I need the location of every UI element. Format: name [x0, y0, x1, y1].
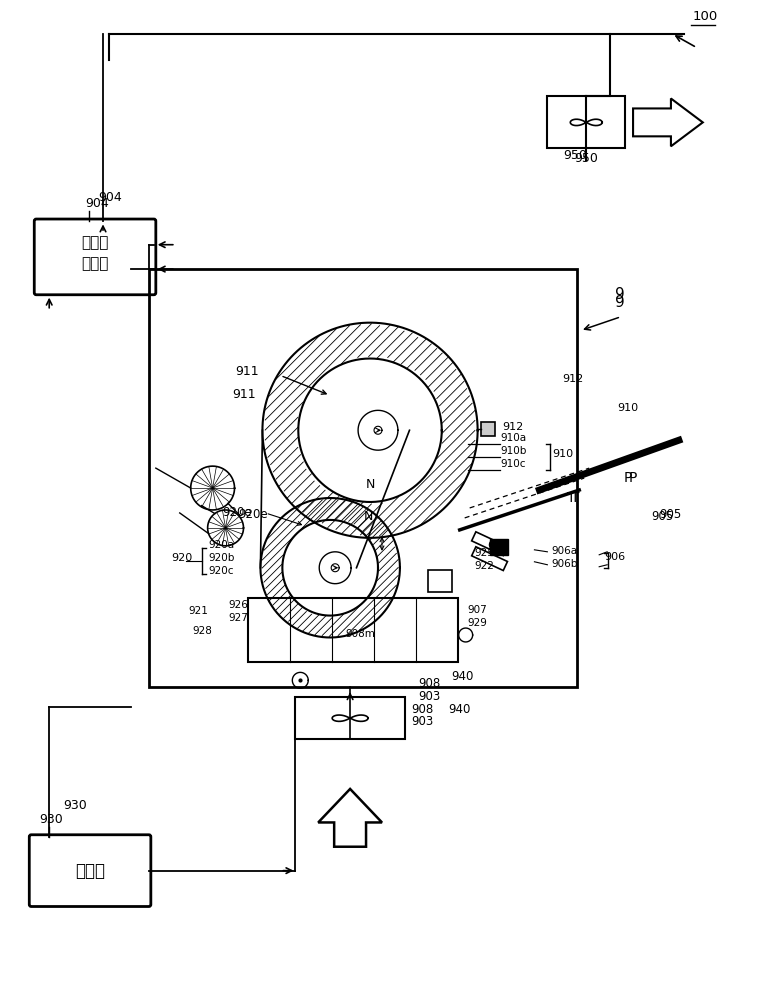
Text: 920c: 920c	[209, 566, 234, 576]
Text: 903: 903	[418, 690, 440, 703]
Text: 904: 904	[98, 191, 122, 204]
Text: 905: 905	[659, 508, 681, 521]
Text: 922: 922	[475, 561, 494, 571]
Text: 925: 925	[475, 548, 494, 558]
FancyBboxPatch shape	[34, 219, 156, 295]
Text: 904: 904	[85, 197, 109, 210]
Text: 930: 930	[39, 813, 63, 826]
Text: 905: 905	[651, 510, 673, 523]
Text: 920: 920	[171, 553, 192, 563]
Text: 9: 9	[615, 295, 625, 310]
Text: 911: 911	[235, 365, 259, 378]
Text: 929: 929	[468, 618, 488, 628]
Text: 921: 921	[188, 606, 209, 616]
Text: 907: 907	[468, 605, 488, 615]
Text: N: N	[363, 510, 372, 523]
Bar	[149, 269, 578, 687]
Text: 912: 912	[503, 422, 524, 432]
Bar	[295, 697, 405, 739]
Text: 920a: 920a	[209, 540, 235, 550]
Text: 911: 911	[232, 388, 256, 401]
Text: P: P	[624, 471, 632, 485]
Text: N: N	[366, 478, 375, 491]
FancyBboxPatch shape	[30, 835, 151, 907]
Text: 906b: 906b	[551, 559, 578, 569]
Text: 950: 950	[575, 152, 598, 165]
Bar	[248, 598, 458, 662]
Text: 910a: 910a	[500, 433, 527, 443]
Text: T: T	[567, 491, 575, 505]
Text: 906a: 906a	[551, 546, 578, 556]
Text: 9: 9	[615, 287, 625, 302]
Text: 910: 910	[617, 403, 638, 413]
Text: 920b: 920b	[209, 553, 235, 563]
Text: 927: 927	[229, 613, 248, 623]
Text: 930: 930	[63, 799, 87, 812]
Text: 950: 950	[563, 149, 587, 162]
Text: 控制器: 控制器	[75, 862, 105, 880]
Text: 940: 940	[449, 703, 471, 716]
Polygon shape	[318, 789, 382, 847]
Text: 加热器
控制器: 加热器 控制器	[81, 235, 109, 271]
Text: 920e: 920e	[223, 506, 252, 519]
Text: T: T	[572, 491, 580, 505]
Text: 920e: 920e	[238, 508, 268, 521]
Bar	[481, 422, 494, 436]
Bar	[472, 547, 507, 571]
Bar	[472, 532, 507, 556]
Polygon shape	[633, 98, 702, 146]
Text: 910b: 910b	[500, 446, 527, 456]
Text: 903: 903	[411, 715, 433, 728]
Text: 100: 100	[693, 10, 718, 23]
Text: 926: 926	[229, 600, 248, 610]
Text: 940: 940	[452, 670, 474, 683]
Text: 908: 908	[411, 703, 433, 716]
Text: 928: 928	[193, 626, 213, 636]
Bar	[547, 96, 625, 148]
Bar	[428, 570, 452, 592]
Bar	[490, 539, 507, 555]
Text: P: P	[629, 471, 637, 485]
Text: 908m: 908m	[345, 629, 375, 639]
Text: 908: 908	[418, 677, 440, 690]
Text: 910: 910	[553, 449, 574, 459]
Text: 910c: 910c	[500, 459, 526, 469]
Text: 912: 912	[562, 374, 584, 384]
Text: 906: 906	[604, 552, 625, 562]
